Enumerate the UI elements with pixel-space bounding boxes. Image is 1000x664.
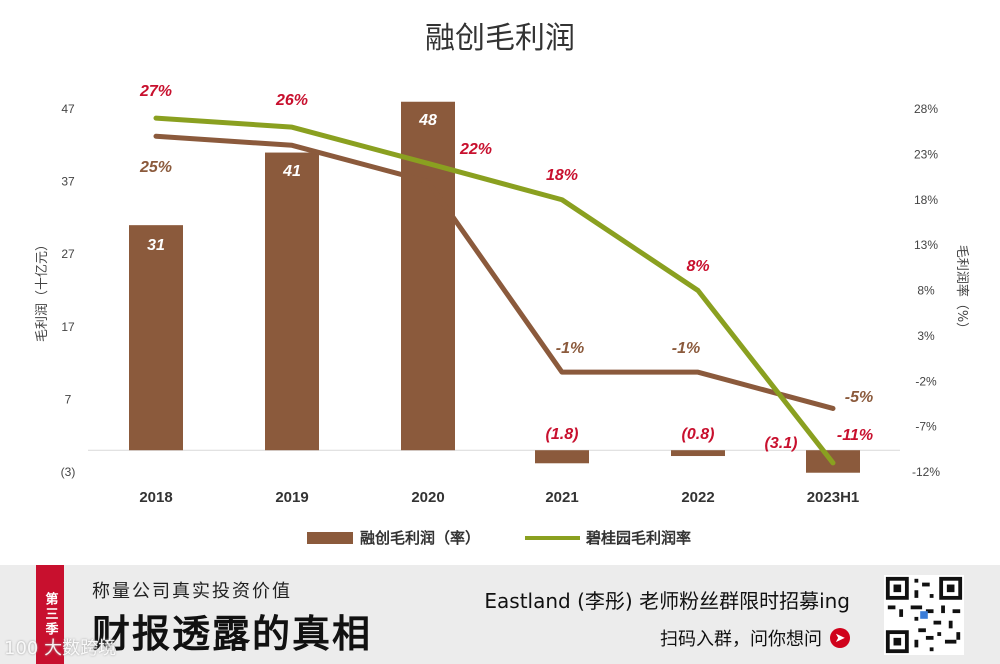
y-left-tick-label: 17 bbox=[61, 320, 75, 334]
bar bbox=[535, 450, 589, 464]
bar bbox=[671, 450, 725, 457]
bar bbox=[401, 101, 455, 451]
banner-title: 财报透露的真相 bbox=[92, 611, 373, 656]
bar bbox=[265, 152, 319, 451]
y-axis-right-title: 毛利润率（%） bbox=[954, 245, 970, 335]
x-tick-label: 2018 bbox=[139, 489, 172, 506]
country-garden-margin-label: 27% bbox=[139, 83, 172, 100]
bar-value-label: 41 bbox=[282, 163, 301, 180]
bar-value-label: (3.1) bbox=[765, 435, 798, 452]
bar-value-label: 48 bbox=[418, 112, 437, 129]
sunac-margin-label: -5% bbox=[845, 389, 873, 406]
y-right-tick-label: -2% bbox=[915, 374, 937, 388]
country-garden-margin-line bbox=[153, 115, 836, 466]
x-tick-label: 2019 bbox=[275, 489, 308, 506]
data-labels: 31 41 48 (1.8) (0.8) (3.1) 25% -1% -1% -5% 27% 26% 2… bbox=[139, 83, 873, 452]
country-garden-margin-label: 18% bbox=[546, 167, 578, 184]
legend-label-line: 碧桂园毛利润率 bbox=[585, 529, 691, 547]
line-series bbox=[153, 115, 836, 466]
chart-title: 融创毛利润 bbox=[425, 21, 575, 56]
x-tick-label: 2021 bbox=[545, 489, 578, 506]
arrow-right-icon[interactable]: ➤ bbox=[830, 628, 850, 648]
y-axis-left-title: 毛利润（十亿元） bbox=[35, 238, 50, 342]
country-garden-margin-label: 22% bbox=[459, 141, 492, 158]
y-right-tick-label: 28% bbox=[914, 102, 938, 116]
sunac-margin-label: -1% bbox=[556, 340, 584, 357]
y-left-tick-label: 7 bbox=[65, 392, 72, 406]
legend: 融创毛利润（率） 碧桂园毛利润率 bbox=[307, 529, 691, 547]
y-right-tick-label: -12% bbox=[912, 465, 940, 479]
y-right-tick-label: 13% bbox=[914, 238, 938, 252]
sunac-margin-label: 25% bbox=[139, 159, 172, 176]
country-garden-margin-label: 8% bbox=[686, 258, 709, 275]
country-garden-margin-label: 26% bbox=[275, 92, 308, 109]
y-right-tick-label: 18% bbox=[914, 193, 938, 207]
y-axis-left-ticks: 47 37 27 17 7 (3) bbox=[61, 102, 76, 479]
scan-prompt[interactable]: 扫码入群，问你想问 ➤ bbox=[660, 625, 850, 651]
bar-series bbox=[129, 101, 860, 473]
y-left-tick-label: (3) bbox=[61, 465, 76, 479]
qr-code-icon[interactable] bbox=[884, 575, 964, 655]
bar-value-label: (0.8) bbox=[682, 426, 715, 443]
footer-banner: 第三季 称量公司真实投资价值 财报透露的真相 Eastland (李彤) 老师粉… bbox=[0, 565, 1000, 664]
x-tick-label: 2020 bbox=[411, 489, 444, 506]
y-left-tick-label: 47 bbox=[61, 102, 75, 116]
y-right-tick-label: 23% bbox=[914, 147, 938, 161]
y-right-tick-label: 8% bbox=[917, 284, 935, 298]
x-tick-label: 2022 bbox=[681, 489, 714, 506]
bar-value-label: 31 bbox=[147, 237, 165, 254]
scan-prompt-label: 扫码入群，问你想问 bbox=[660, 629, 822, 650]
legend-swatch-bar bbox=[307, 532, 353, 544]
recruit-text: Eastland (李彤) 老师粉丝群限时招募ing bbox=[484, 589, 850, 613]
watermark: 100 大数跨境 bbox=[4, 638, 117, 659]
y-right-tick-label: 3% bbox=[917, 329, 935, 343]
sunac-margin-label: -1% bbox=[672, 340, 700, 357]
banner-subtitle: 称量公司真实投资价值 bbox=[92, 581, 292, 602]
legend-label-bar: 融创毛利润（率） bbox=[360, 529, 480, 547]
y-axis-right-ticks: 28% 23% 18% 13% 8% 3% -2% -7% -12% bbox=[912, 102, 940, 479]
sunac-margin-line bbox=[153, 133, 836, 411]
x-tick-label: 2023H1 bbox=[807, 489, 860, 506]
country-garden-margin-label: -11% bbox=[837, 427, 873, 444]
y-left-tick-label: 37 bbox=[61, 175, 75, 189]
x-axis-ticks: 2018 2019 2020 2021 2022 2023H1 bbox=[139, 489, 859, 506]
y-right-tick-label: -7% bbox=[915, 420, 937, 434]
y-left-tick-label: 27 bbox=[61, 247, 75, 261]
season-tag: 第三季 bbox=[36, 565, 64, 664]
bar-value-label: (1.8) bbox=[546, 426, 579, 443]
bar bbox=[129, 225, 183, 451]
